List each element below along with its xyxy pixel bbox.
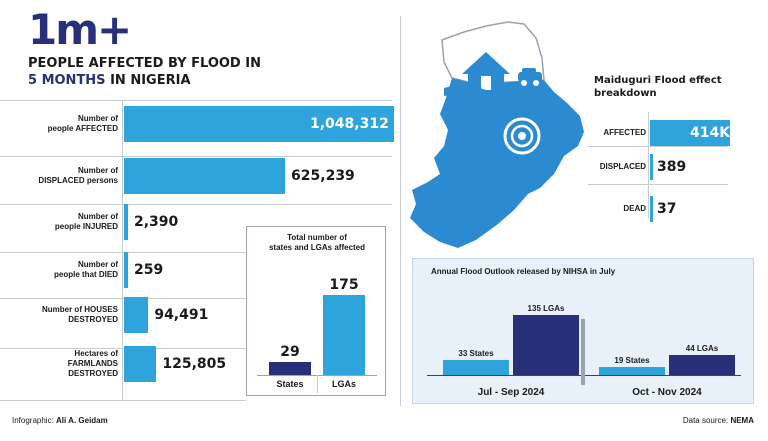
mdg-row-separator <box>588 146 728 147</box>
bar-category-label: Number of people AFFECTED <box>4 114 118 134</box>
bar-category-label: Number of DISPLACED persons <box>4 166 118 186</box>
mdg-bar-2 <box>650 196 653 222</box>
footer-source: Data source: NEMA <box>683 416 754 426</box>
category-line: Number of HOUSES <box>41 305 118 314</box>
footer-credit: Infographic: Ali A. Geidam <box>12 416 108 426</box>
sl-value-label: 175 <box>329 277 359 293</box>
bar-value-label: 259 <box>134 262 164 278</box>
mdg-value-label: 414K <box>690 125 731 141</box>
row-separator <box>0 100 392 101</box>
label-divider <box>122 100 123 400</box>
bar-5 <box>124 346 157 382</box>
row-separator <box>0 348 246 349</box>
headline-line-1: PEOPLE AFFECTED BY FLOOD IN <box>28 56 261 71</box>
bar-category-label: Number of HOUSES DESTROYED <box>4 305 118 325</box>
bar-0 <box>124 106 394 142</box>
states-lgas-box: Total number of states and LGAs affected… <box>246 226 386 396</box>
nihsa-bar-lgas <box>513 315 579 375</box>
nihsa-value-label: 135 LGAs <box>527 304 565 313</box>
bar-2 <box>124 204 128 240</box>
sl-bar-states <box>269 361 311 375</box>
nihsa-bar-lgas <box>669 355 735 375</box>
nihsa-group-divider <box>581 319 585 385</box>
sl-category-label: States <box>276 379 304 389</box>
row-separator <box>0 204 392 205</box>
category-line: people INJURED <box>54 222 118 231</box>
states-lgas-title-line-2: states and LGAs affected <box>268 243 366 252</box>
category-line: Hectares of <box>74 349 118 358</box>
bar-4 <box>124 297 149 333</box>
category-line: Number of <box>78 166 118 175</box>
nihsa-outlook-panel: Annual Flood Outlook released by NIHSA i… <box>412 258 754 404</box>
borno-map-north-outline <box>441 21 545 85</box>
bar-value-label: 2,390 <box>134 214 179 230</box>
category-line: DISPLACED persons <box>38 176 118 185</box>
bar-category-label: Number of people INJURED <box>4 212 118 232</box>
sl-category-label: LGAs <box>331 379 356 389</box>
nihsa-title: Annual Flood Outlook released by NIHSA i… <box>431 267 616 276</box>
car-icon <box>518 68 542 86</box>
credit-prefix: Infographic: <box>12 416 57 425</box>
headline-figure: 1m+ <box>28 5 132 54</box>
mdg-bar-1 <box>650 154 653 180</box>
bar-category-label: Hectares of FARMLANDS DESTROYED <box>4 349 118 379</box>
maiduguri-title-line-2: breakdown <box>594 88 657 99</box>
nihsa-value-label: 33 States <box>458 349 494 359</box>
sl-value-label: 29 <box>280 343 300 360</box>
category-line: DESTROYED <box>68 315 118 324</box>
bar-value-label: 125,805 <box>162 356 227 372</box>
source-prefix: Data source: <box>682 416 731 425</box>
mdg-axis <box>648 112 649 218</box>
maiduguri-title-line-1: Maiduguri Flood effect <box>594 75 722 86</box>
bar-1 <box>124 158 286 194</box>
category-line: Number of <box>78 260 118 269</box>
category-line: DESTROYED <box>68 369 118 378</box>
nihsa-value-label: 44 LGAs <box>685 344 719 354</box>
house-flood-icon <box>444 52 544 101</box>
nihsa-category-label: Jul - Sep 2024 <box>477 387 545 398</box>
category-line: people that DIED <box>53 270 118 279</box>
sl-category-divider <box>317 375 318 393</box>
bar-3 <box>124 252 128 288</box>
row-separator <box>0 298 246 299</box>
mdg-bar-0 <box>650 120 730 146</box>
nihsa-bar-states <box>443 360 509 375</box>
mdg-category-label: AFFECTED <box>603 128 646 137</box>
maiduguri-title: Maiduguri Flood effect breakdown <box>594 74 722 100</box>
headline-line-2-rest: IN NIGERIA <box>105 73 191 88</box>
bar-value-label: 94,491 <box>154 307 209 323</box>
sl-bar-lgas <box>323 295 365 375</box>
headline-highlight: 5 MONTHS <box>28 73 106 88</box>
source-name: NEMA <box>730 416 754 425</box>
bar-value-label: 1,048,312 <box>310 116 389 132</box>
bar-category-label: Number of people that DIED <box>4 260 118 280</box>
category-line: people AFFECTED <box>47 124 118 133</box>
section-divider <box>400 16 401 406</box>
borno-map <box>410 21 584 248</box>
states-lgas-title: Total number of states and LGAs affected <box>247 233 387 253</box>
row-separator <box>0 400 246 401</box>
maiduguri-location-icon <box>503 117 541 155</box>
mdg-row-separator <box>588 184 728 185</box>
mdg-value-label: 37 <box>657 201 677 217</box>
category-line: Number of <box>78 212 118 221</box>
mdg-category-label: DISPLACED <box>599 162 646 171</box>
category-line: FARMLANDS <box>67 359 118 368</box>
nihsa-category-label: Oct - Nov 2024 <box>632 387 702 398</box>
borno-map-body <box>410 78 584 248</box>
bar-value-label: 625,239 <box>291 168 355 184</box>
mdg-category-label: DEAD <box>623 204 646 213</box>
row-separator <box>0 252 246 253</box>
credit-name: Ali A. Geidam <box>56 416 108 425</box>
mdg-value-label: 389 <box>657 159 687 175</box>
headline-text: PEOPLE AFFECTED BY FLOOD IN 5 MONTHS IN … <box>28 55 261 89</box>
nihsa-value-label: 19 States <box>614 355 650 365</box>
nihsa-bar-states <box>599 366 665 375</box>
row-separator <box>0 156 392 157</box>
states-lgas-title-line-1: Total number of <box>287 233 347 242</box>
category-line: Number of <box>78 114 118 123</box>
headline-line-2: 5 MONTHS IN NIGERIA <box>28 72 261 89</box>
